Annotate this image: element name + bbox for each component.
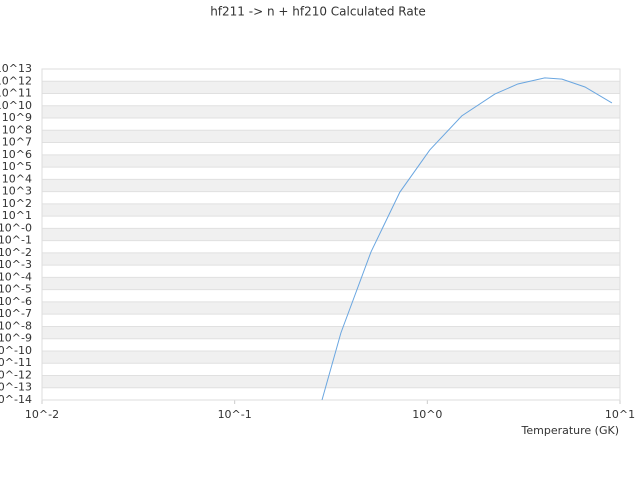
y-tick-label: 10^-0 — [0, 221, 32, 234]
y-tick-label: 10^-12 — [0, 368, 32, 381]
grid-band — [42, 375, 620, 388]
y-tick-label: 10^-11 — [0, 356, 32, 369]
y-tick-label: 10^-4 — [0, 270, 32, 283]
y-tick-label: 10^-3 — [0, 258, 32, 271]
y-tick-label: 10^-1 — [0, 234, 32, 247]
plot-frame — [41, 68, 621, 401]
y-tick-label: 10^11 — [0, 87, 32, 100]
grid-band — [42, 277, 620, 290]
y-tick-label: 10^-6 — [0, 295, 32, 308]
grid-band — [42, 154, 620, 168]
data-line — [321, 77, 613, 400]
x-axis-label: Temperature (GK) — [521, 424, 620, 437]
y-tick-label: 10^4 — [2, 172, 32, 185]
y-tick-label: 10^-2 — [0, 246, 32, 259]
y-tick-label: 10^3 — [2, 185, 32, 198]
y-tick-label: 10^12 — [0, 74, 32, 87]
y-tick-label: 10^-10 — [0, 344, 32, 357]
y-tick-label: 10^10 — [0, 99, 32, 112]
grid-band — [42, 252, 620, 266]
chart-title: hf211 -> n + hf210 Calculated Rate — [210, 5, 426, 19]
y-tick-label: 10^2 — [2, 197, 32, 210]
y-tick-label: 10^9 — [2, 111, 32, 124]
x-tick-label: 10^-1 — [218, 408, 252, 421]
y-tick-label: 10^-8 — [0, 319, 32, 332]
y-tick-label: 10^8 — [2, 123, 32, 136]
grid-band — [42, 203, 620, 217]
y-tick-label: 10^5 — [2, 160, 32, 173]
grid-band — [42, 326, 620, 339]
x-tick-label: 10^-2 — [25, 408, 59, 421]
y-tick-label: 10^7 — [2, 136, 32, 149]
x-tick-label: 10^1 — [605, 408, 635, 421]
grid-band — [42, 179, 620, 192]
grid-band — [42, 81, 620, 94]
y-tick-label: 10^-5 — [0, 283, 32, 296]
y-tick-label: 10^-9 — [0, 332, 32, 345]
y-tick-label: 10^13 — [0, 62, 32, 75]
y-tick-label: 10^-14 — [0, 393, 32, 406]
x-tick-label: 10^0 — [412, 408, 442, 421]
grid-band — [42, 228, 620, 241]
grid-band — [42, 350, 620, 364]
y-tick-label: 10^-7 — [0, 307, 32, 320]
grid-band — [42, 301, 620, 315]
grid-band — [42, 105, 620, 119]
grid-band — [42, 130, 620, 143]
y-tick-label: 10^1 — [2, 209, 32, 222]
y-tick-label: 10^-13 — [0, 381, 32, 394]
y-tick-label: 10^6 — [2, 148, 32, 161]
